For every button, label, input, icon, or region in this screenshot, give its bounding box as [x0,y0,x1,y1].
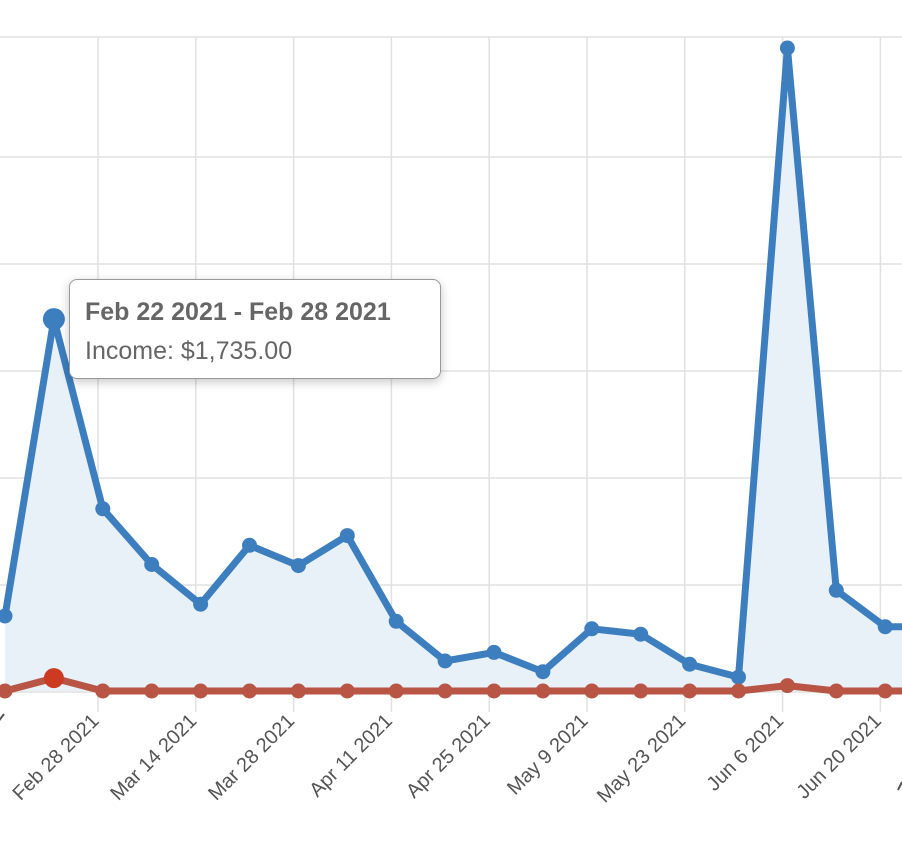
x-tick-label: Mar 28 2021 [204,710,299,805]
x-tick-label: May 9 2021 [503,710,592,799]
series-1-point[interactable] [486,644,502,660]
x-tick-label: Jun 6 2021 [703,710,789,796]
chart-areas [5,48,902,691]
series-1-point[interactable] [95,501,111,517]
series-1-point[interactable] [0,608,13,624]
series-2-point[interactable] [242,683,257,699]
x-tick-label: Apr 25 2021 [402,710,495,803]
series-1-point[interactable] [242,537,257,553]
series-2-point[interactable] [290,683,306,699]
tooltip-body: Income: $1,735.00 [85,337,293,365]
x-tick-label: Feb 28 2021 [9,710,104,805]
x-tick-mark [897,781,902,791]
series-1-point[interactable] [633,626,649,642]
series-1-point[interactable] [193,596,209,612]
chart-lines [0,44,902,695]
series-line-2 [0,674,902,695]
series-2-point[interactable] [731,683,746,699]
series-1-point[interactable] [828,582,844,598]
series-1-point[interactable] [584,621,600,637]
series-line-1 [0,44,902,681]
chart-tooltip: Feb 22 2021 - Feb 28 2021 Income: $1,735… [69,279,441,379]
series-2-point[interactable] [193,683,209,699]
x-tick-mark [0,713,5,721]
series-2-point[interactable] [877,683,893,699]
series-2-point[interactable] [437,683,453,699]
series-1-point[interactable] [779,40,795,56]
x-tick-label: Apr 11 2021 [305,710,397,802]
series-1-point[interactable] [388,613,404,629]
x-axis-labels: Feb 28 2021 Mar 14 2021 Mar 28 2021 Apr 11 … [0,710,902,807]
series-area-1 [5,48,902,691]
x-tick-label: May 23 2021 [593,710,690,807]
series-2-point[interactable] [535,683,551,699]
series-2-point[interactable] [584,683,600,699]
series-2-point[interactable] [388,683,404,699]
series-1-point[interactable] [144,557,160,572]
series-2-point[interactable] [779,678,795,694]
series-2-point[interactable] [144,683,160,699]
series-1-point[interactable] [731,669,746,685]
x-tick-label: Mar 14 2021 [106,710,201,805]
series-2-point[interactable] [828,683,844,699]
series-2-point[interactable] [633,683,649,699]
x-tick-label: Jun 20 2021 [793,710,886,803]
series-2-point[interactable] [43,668,64,689]
series-2-point[interactable] [95,683,111,699]
series-2-point[interactable] [339,683,355,699]
series-2-point[interactable] [0,683,13,699]
series-1-point[interactable] [535,664,551,680]
series-2-point[interactable] [486,683,502,699]
tooltip-title: Feb 22 2021 - Feb 28 2021 [85,298,391,326]
series-2-point[interactable] [682,683,698,699]
series-1-point[interactable] [877,619,893,635]
series-1-point[interactable] [42,308,65,331]
chart-points [0,40,893,699]
series-1-point[interactable] [437,653,453,669]
series-1-point[interactable] [290,558,306,574]
series-1-point[interactable] [682,656,698,672]
series-1-point[interactable] [339,528,355,544]
